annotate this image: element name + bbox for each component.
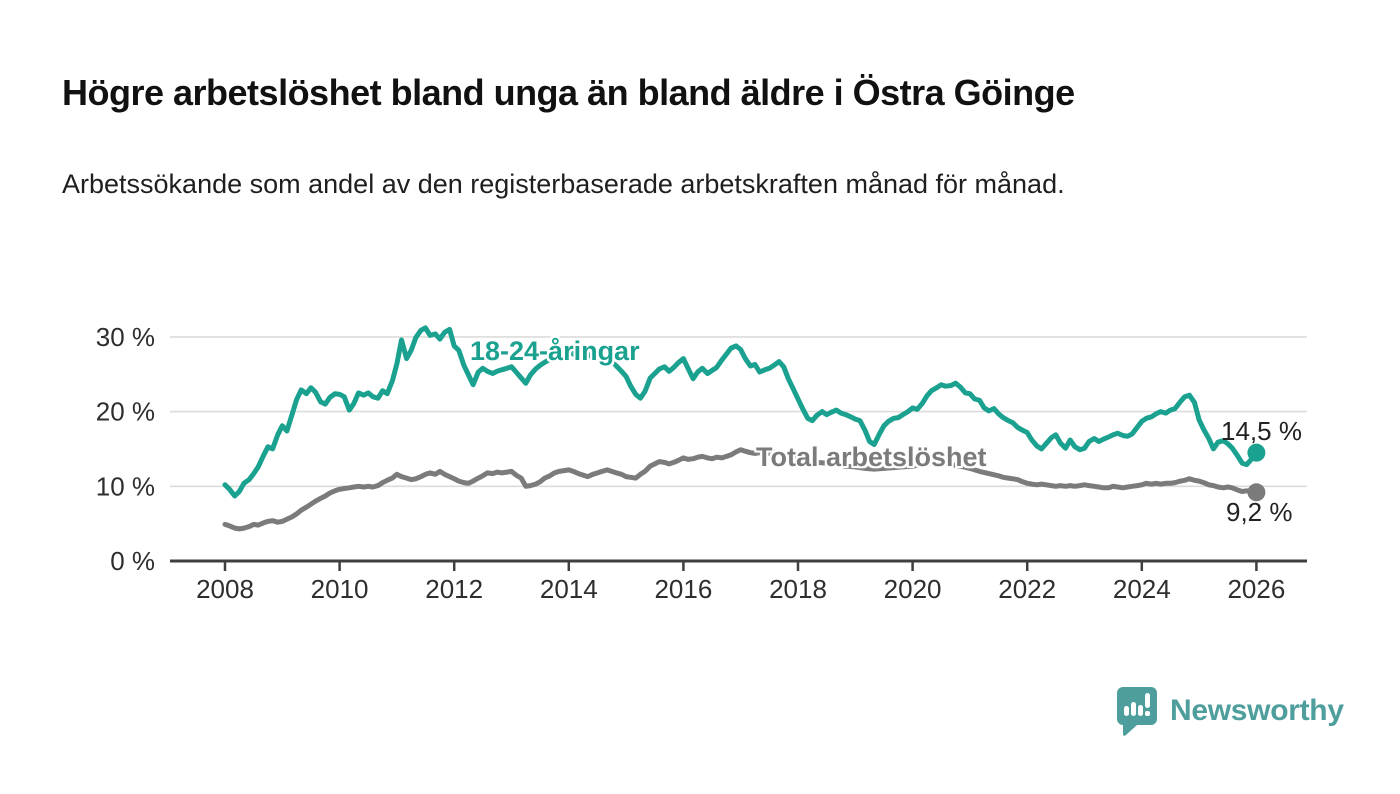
y-tick-label: 0 % [110,546,155,576]
x-tick-label: 2024 [1113,574,1171,604]
end-value-label-total: 9,2 % [1226,497,1293,527]
series-label-total: Total arbetslöshet [756,442,987,472]
newsworthy-logo-text: Newsworthy [1170,694,1344,727]
y-tick-label: 10 % [96,471,155,501]
x-tick-label: 2016 [654,574,712,604]
x-tick-label: 2010 [311,574,369,604]
x-tick-label: 2026 [1227,574,1285,604]
x-tick-label: 2012 [425,574,483,604]
series-line-youth [222,325,1259,499]
newsworthy-branding: Newsworthy [1117,686,1344,736]
newsworthy-logo-icon [1117,687,1157,736]
y-tick-label: 20 % [96,397,155,427]
x-tick-label: 2008 [196,574,254,604]
series-line-total [222,447,1259,532]
x-tick-label: 2022 [998,574,1056,604]
chart-subtitle: Arbetssökande som andel av den registerb… [62,169,1065,199]
series-end-dot-total [1247,483,1266,502]
page-title: Högre arbetslöshet bland unga än bland ä… [62,72,1075,113]
series-end-dot-youth [1247,443,1266,462]
x-tick-label: 2020 [884,574,942,604]
y-tick-label: 30 % [96,322,155,352]
series-label-youth: 18-24-åringar [470,336,640,366]
x-tick-label: 2014 [540,574,598,604]
end-value-label-youth: 14,5 % [1221,416,1302,446]
x-tick-label: 2018 [769,574,827,604]
